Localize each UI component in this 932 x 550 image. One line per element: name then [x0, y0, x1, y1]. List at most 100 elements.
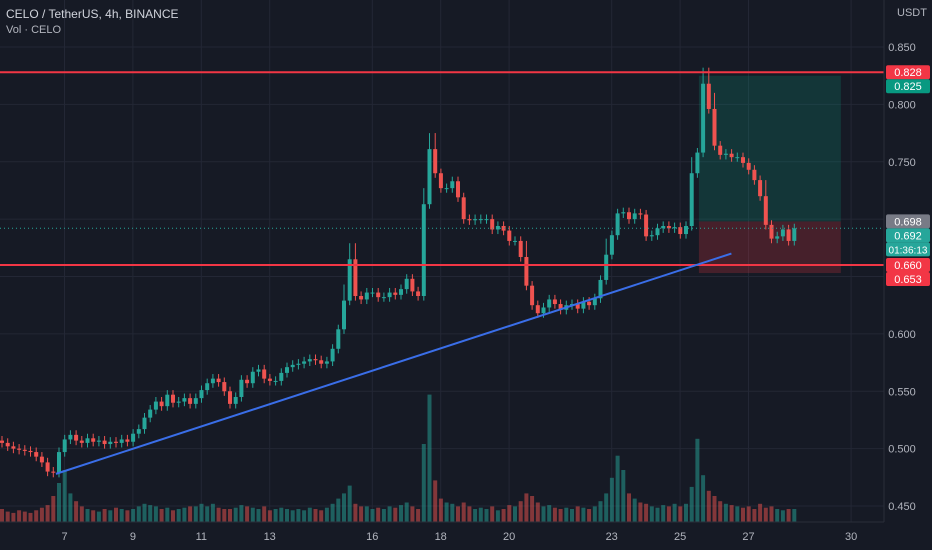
volume-bar [427, 394, 432, 522]
candle-body [51, 471, 56, 473]
candle-body [638, 213, 643, 215]
volume-bar [530, 496, 535, 522]
candle-body [644, 214, 649, 237]
volume-bar [655, 507, 660, 522]
candle-body [182, 398, 187, 402]
symbol-title[interactable]: CELO / TetherUS, 4h, BINANCE [6, 7, 179, 21]
candle-body [57, 452, 61, 473]
candle-body [239, 379, 244, 397]
volume-bar [57, 483, 61, 522]
volume-bar [438, 498, 443, 522]
volume-bar [638, 502, 643, 522]
volume-bar [342, 493, 346, 522]
candle-body [627, 212, 631, 220]
volume-bar [176, 509, 181, 522]
candle-body [245, 379, 250, 384]
x-tick-label: 25 [674, 531, 686, 543]
volume-bar [775, 509, 780, 522]
candle-body [267, 378, 272, 381]
candle-body [370, 292, 375, 294]
volume-bar [552, 507, 557, 522]
volume-bar [478, 507, 483, 522]
volume-indicator-label[interactable]: Vol · CELO [6, 24, 62, 36]
volume-bar [85, 509, 90, 522]
price-tag [886, 228, 930, 243]
volume-bar [672, 503, 677, 522]
volume-bar [302, 510, 307, 522]
candle-body [22, 449, 27, 451]
candle-body [381, 297, 386, 299]
volume-bar [250, 507, 255, 522]
candle-body [273, 380, 278, 382]
candle-body [775, 236, 780, 239]
volume-bar [370, 509, 375, 522]
candle-body [210, 378, 215, 384]
volume-bar [701, 475, 706, 522]
candle-body [587, 301, 592, 306]
volume-bar [444, 502, 449, 522]
candle-body [507, 230, 512, 241]
candle-body [376, 292, 381, 298]
volume-bar [609, 477, 614, 522]
volume-bar [758, 503, 763, 522]
candle-body [604, 254, 609, 280]
price-tag [886, 79, 930, 94]
volume-bar [125, 510, 130, 522]
candle-body [193, 398, 198, 404]
volume-bar [627, 493, 631, 522]
volume-bar [45, 505, 50, 522]
candle-body [148, 409, 153, 418]
candle-body [729, 153, 734, 158]
candle-body [393, 292, 398, 295]
candle-body [319, 360, 324, 364]
volume-bar [513, 506, 517, 522]
volume-bar [416, 509, 421, 522]
volume-bar [159, 509, 164, 522]
candle-body [655, 228, 660, 236]
candle-body [399, 289, 403, 295]
volume-bar [723, 503, 728, 522]
volume-bar [718, 501, 723, 522]
volume-bar [780, 510, 785, 522]
candles [0, 67, 797, 478]
candle-body [159, 401, 164, 407]
candle-body [461, 197, 466, 220]
candle-body [324, 361, 329, 364]
volume-bar [210, 503, 215, 522]
candle-body [513, 240, 517, 242]
candle-body [598, 279, 603, 299]
candle-body [518, 240, 523, 257]
volume-bar [632, 498, 637, 522]
volume-bar [729, 505, 734, 522]
y-tick-label: 0.600 [888, 329, 916, 341]
volume-bar [684, 503, 688, 522]
volume-bar [279, 507, 284, 522]
candle-body [85, 438, 90, 443]
volume-bar [450, 503, 455, 522]
volume-bar [712, 496, 717, 522]
price-tag-label: 0.698 [894, 216, 922, 228]
volume-bar [518, 501, 523, 522]
candle-body [649, 235, 654, 237]
volume-bar [376, 507, 381, 522]
volume-bar [216, 507, 221, 522]
volume-bar [678, 506, 683, 522]
candle-body [609, 235, 614, 255]
candle-body [296, 363, 301, 365]
candle-body [96, 440, 101, 442]
volume-bar [621, 470, 626, 522]
x-tick-label: 30 [845, 531, 857, 543]
volume-bar [547, 505, 552, 522]
candle-body [592, 298, 597, 306]
candle-body [456, 181, 460, 198]
volume-bar [199, 503, 204, 522]
candle-body [672, 227, 677, 229]
candle-body [530, 285, 535, 306]
volume-bar [467, 506, 472, 522]
candle-body [68, 434, 73, 440]
price-tag [886, 65, 930, 80]
volume-bar [353, 503, 358, 522]
x-tick-label: 11 [196, 531, 207, 543]
